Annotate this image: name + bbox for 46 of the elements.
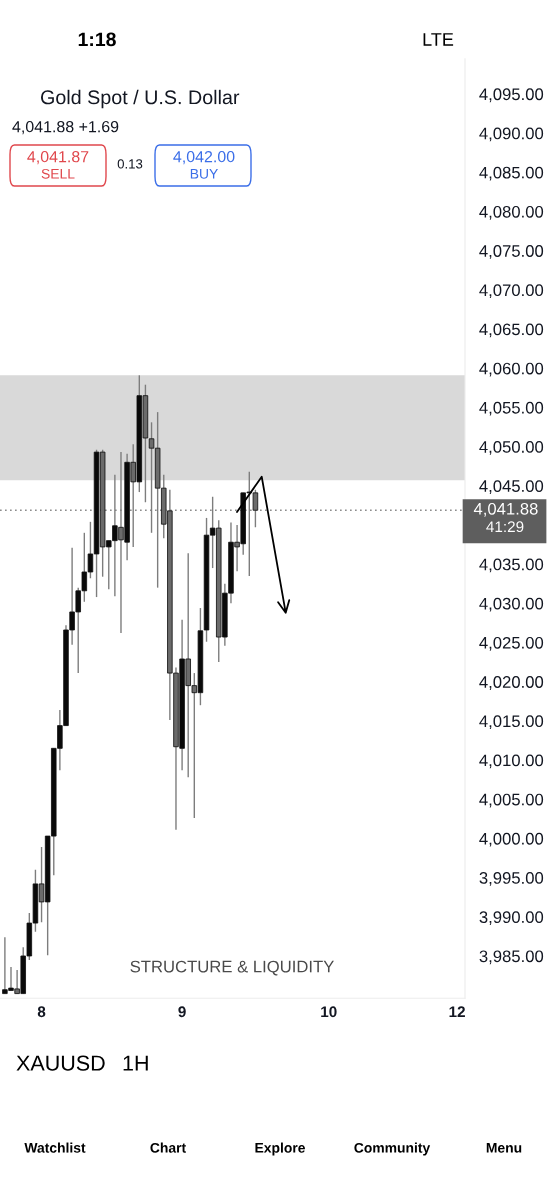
y-tick-label: 4,090.00 (479, 127, 544, 142)
y-tick-label: 4,050.00 (479, 441, 544, 455)
y-tick-label: 4,045.00 (479, 480, 544, 494)
text: Explore (255, 1142, 305, 1156)
y-tick-label: 4,005.00 (479, 793, 544, 808)
text: Chart (150, 1142, 186, 1153)
text: 1:18 (78, 32, 116, 47)
ref-line-label: 4,041.88 (473, 502, 538, 517)
annotation: STRUCTURE & LIQUIDITY (130, 960, 334, 976)
y-tick-label: 4,020.00 (479, 676, 544, 690)
annotation: SELL (41, 168, 75, 179)
text: Community (354, 1142, 431, 1156)
y-tick-label: 4,070.00 (479, 284, 544, 299)
y-tick-label: 4,000.00 (479, 832, 544, 847)
text: Menu (486, 1143, 522, 1153)
y-tick-label: 4,030.00 (479, 597, 544, 612)
y-tick-label: 4,080.00 (479, 205, 544, 220)
y-tick-label: 4,035.00 (479, 558, 544, 573)
text: 1H (123, 1055, 148, 1071)
text: Watchlist (24, 1142, 86, 1153)
text: 41:29 (486, 521, 524, 533)
annotation: 0.13 (117, 159, 143, 169)
x-tick-label: 10 (321, 1006, 337, 1018)
text: XAUUSD (16, 1055, 105, 1071)
y-tick-label: 4,055.00 (479, 401, 544, 416)
y-tick-label: 4,095.00 (479, 88, 544, 103)
y-tick-label: 3,985.00 (479, 950, 544, 965)
y-tick-label: 3,995.00 (479, 872, 544, 886)
y-tick-label: 4,025.00 (479, 636, 544, 651)
candlestick (252, 489, 259, 529)
x-tick-label: 8 (37, 1006, 46, 1018)
y-tick-label: 4,015.00 (479, 715, 544, 730)
x-tick-label: 9 (178, 1006, 186, 1018)
x-tick-label: 12 (449, 1006, 465, 1018)
text: LTE (423, 33, 454, 46)
annotation: BUY (190, 169, 218, 179)
y-tick-label: 3,990.00 (479, 911, 544, 925)
y-tick-label: 4,060.00 (479, 362, 544, 377)
y-tick-label: 4,010.00 (479, 754, 544, 769)
y-tick-label: 4,065.00 (479, 323, 544, 338)
annotation: 4,042.00 (173, 150, 235, 165)
y-tick-label: 4,085.00 (479, 166, 544, 181)
y-tick-label: 4,075.00 (479, 245, 544, 259)
text: 4,041.88 +1.69 (12, 120, 119, 135)
annotation: 4,041.87 (27, 150, 89, 165)
text: Gold Spot / U.S. Dollar (40, 89, 240, 109)
